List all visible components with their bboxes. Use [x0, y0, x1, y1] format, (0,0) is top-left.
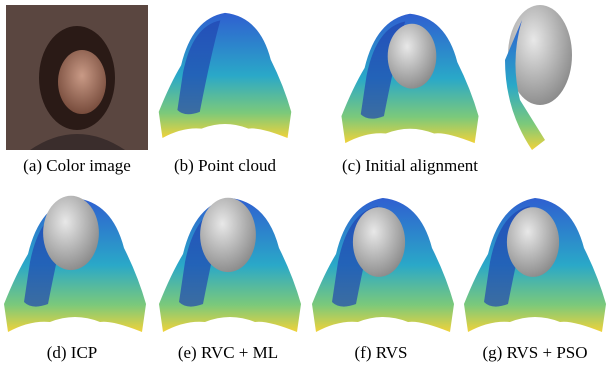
caption: (a) Color image [23, 156, 131, 175]
head-model [353, 207, 405, 277]
figure: (a) Color image (b) Point cloud (c) Init… [0, 0, 610, 367]
head-model [200, 198, 256, 272]
head-model [43, 196, 99, 270]
caption: (b) Point cloud [174, 156, 276, 175]
caption: (d) ICP [47, 343, 98, 362]
point-cloud [159, 13, 292, 138]
head-model [388, 24, 437, 89]
caption: (g) RVS + PSO [482, 343, 587, 362]
caption: (e) RVC + ML [178, 343, 278, 362]
head-model [507, 207, 559, 277]
caption: (c) Initial alignment [342, 156, 478, 175]
caption: (f) RVS [355, 343, 408, 362]
face [58, 50, 106, 114]
